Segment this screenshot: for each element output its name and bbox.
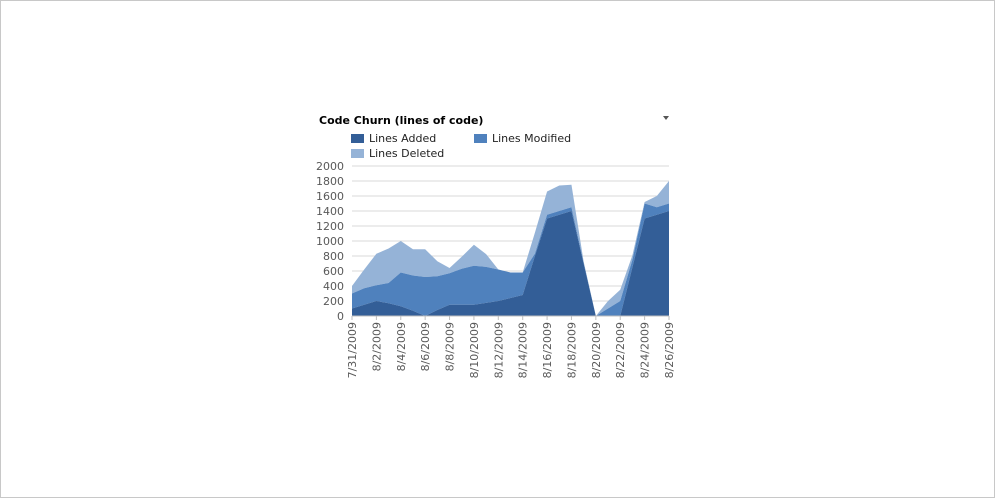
y-tick-label: 1000 <box>316 235 344 248</box>
y-tick-label: 200 <box>323 295 344 308</box>
area-series <box>352 181 669 316</box>
y-tick-label: 1400 <box>316 205 344 218</box>
x-tick-label: 8/20/2009 <box>590 322 603 378</box>
legend-swatch <box>474 134 487 143</box>
x-tick-label: 8/2/2009 <box>370 322 383 371</box>
x-tick-label: 8/16/2009 <box>541 322 554 378</box>
x-tick-label: 8/26/2009 <box>663 322 676 378</box>
x-tick-label: 8/12/2009 <box>492 322 505 378</box>
y-tick-label: 1800 <box>316 175 344 188</box>
y-tick-label: 600 <box>323 265 344 278</box>
legend-item-lines-added: Lines Added <box>351 132 436 145</box>
y-tick-label: 2000 <box>316 160 344 173</box>
x-tick-label: 8/24/2009 <box>639 322 652 378</box>
legend-label: Lines Added <box>369 132 437 145</box>
y-axis-ticks: 0 200 400 600 800 1000 1200 1400 1600 1800 2000 <box>316 160 344 323</box>
x-tick-label: 8/4/2009 <box>395 322 408 371</box>
y-tick-label: 0 <box>337 310 344 323</box>
x-tick-label: 8/8/2009 <box>444 322 457 371</box>
x-axis-ticks: 7/31/2009 8/2/2009 8/4/2009 8/6/2009 8/8/200… <box>346 316 676 378</box>
legend-swatch <box>351 134 364 143</box>
x-tick-label: 8/18/2009 <box>565 322 578 378</box>
chart-menu-arrow-icon[interactable] <box>663 116 669 120</box>
y-tick-label: 1600 <box>316 190 344 203</box>
chart-title: Code Churn (lines of code) <box>319 114 484 127</box>
legend-item-lines-deleted: Lines Deleted <box>351 147 444 160</box>
y-tick-label: 800 <box>323 250 344 263</box>
legend-item-lines-modified: Lines Modified <box>474 132 571 145</box>
legend-swatch <box>351 149 364 158</box>
x-tick-label: 8/22/2009 <box>614 322 627 378</box>
y-tick-label: 1200 <box>316 220 344 233</box>
area-lines-added <box>352 211 669 316</box>
area-lines-modified <box>352 203 669 316</box>
legend-label: Lines Modified <box>492 132 572 145</box>
legend-label: Lines Deleted <box>369 147 445 160</box>
x-tick-label: 8/10/2009 <box>468 322 481 378</box>
x-tick-label: 8/14/2009 <box>517 322 530 378</box>
y-tick-label: 400 <box>323 280 344 293</box>
x-tick-label: 7/31/2009 <box>346 322 359 378</box>
x-tick-label: 8/6/2009 <box>419 322 432 371</box>
